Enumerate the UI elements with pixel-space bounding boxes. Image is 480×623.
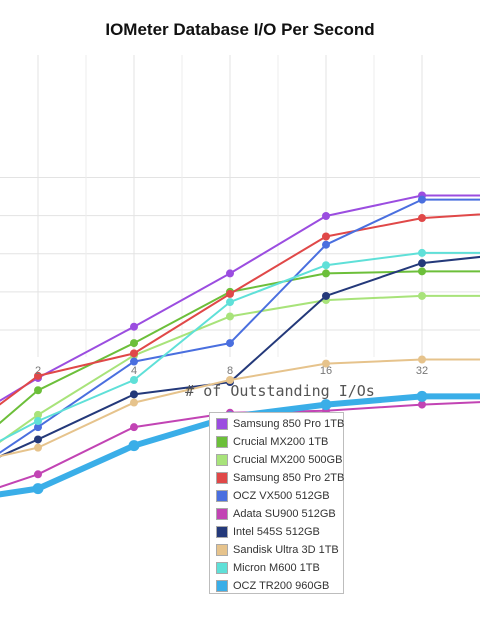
series-samsung-850-pro-2tb [0,213,480,406]
data-point [130,390,138,399]
chart-title: IOMeter Database I/O Per Second [105,20,375,39]
legend-swatch [216,562,228,574]
data-point [226,289,234,298]
data-point [320,399,332,411]
x-tick-label: 4 [131,365,137,377]
data-point [322,291,330,300]
series-sandisk-ultra-3d-1tb [0,355,480,458]
data-point [418,195,426,204]
legend-swatch [216,472,228,484]
data-point [322,240,330,249]
legend-item[interactable]: Crucial MX200 1TB [210,433,343,451]
data-point [34,417,42,425]
data-point [322,269,330,278]
data-point [34,470,42,479]
data-point [418,267,426,276]
data-point [34,386,42,395]
data-point [34,410,42,419]
data-point [322,232,330,241]
legend-label: Intel 545S 512GB [233,526,320,538]
data-point [322,261,330,270]
data-point [34,371,42,380]
legend-label: Samsung 850 Pro 1TB [233,418,345,430]
legend-label: Sandisk Ultra 3D 1TB [233,544,339,556]
data-point [226,312,234,321]
legend-swatch [216,544,228,556]
data-point [130,398,138,407]
series-micron-m600-1tb [0,248,480,442]
legend: Samsung 850 Pro 1TB Crucial MX200 1TB Cruc… [209,412,344,594]
x-tick-label: 2 [35,365,41,377]
series-ocz-vx500-512gb [0,195,480,454]
data-point [418,214,426,223]
data-point [416,390,428,402]
legend-item[interactable]: Samsung 850 Pro 1TB [210,415,345,433]
data-point [418,355,426,364]
data-point [32,483,44,495]
legend-label: Crucial MX200 500GB [233,454,343,466]
data-point [130,376,138,384]
legend-label: OCZ TR200 960GB [233,580,330,592]
data-point [130,357,138,366]
data-point [226,298,234,307]
data-point [130,423,138,432]
legend-swatch [216,418,228,430]
legend-swatch [216,436,228,448]
legend-swatch [216,508,228,520]
x-axis-label: # of Outstanding I/Os [185,382,375,400]
data-point [418,291,426,300]
data-point [322,212,330,220]
data-point [34,443,42,452]
data-point [418,259,426,268]
data-point [34,423,42,432]
data-point [128,440,140,452]
data-point [130,339,138,348]
legend-item[interactable]: Crucial MX200 500GB [210,451,343,469]
data-point [130,322,138,331]
legend-swatch [216,490,228,502]
x-tick-label: 8 [227,365,233,377]
legend-item[interactable]: Intel 545S 512GB [210,523,343,541]
legend-item[interactable]: Samsung 850 Pro 2TB [210,469,345,487]
data-point [226,376,234,384]
legend-swatch [216,454,228,466]
x-axis-ticks: 2 4 8 16 32 [35,365,428,377]
data-point [226,269,234,278]
legend-item[interactable]: Sandisk Ultra 3D 1TB [210,541,343,559]
legend-label: OCZ VX500 512GB [233,490,330,502]
legend-label: Crucial MX200 1TB [233,436,329,448]
legend-swatch [216,526,228,538]
legend-label: Micron M600 1TB [233,562,320,574]
data-point [418,400,426,409]
legend-item[interactable]: OCZ VX500 512GB [210,487,343,505]
data-point [322,359,330,368]
legend-item[interactable]: Micron M600 1TB [210,559,343,577]
legend-item[interactable]: Adata SU900 512GB [210,505,343,523]
legend-item[interactable]: OCZ TR200 960GB [210,577,343,595]
data-point [130,349,138,358]
data-point [418,248,426,257]
legend-swatch [216,580,228,592]
x-tick-label: 16 [320,365,332,377]
data-point [34,435,42,444]
x-tick-label: 32 [416,365,428,377]
legend-label: Adata SU900 512GB [233,508,336,520]
legend-label: Samsung 850 Pro 2TB [233,472,345,484]
data-point [226,339,234,348]
